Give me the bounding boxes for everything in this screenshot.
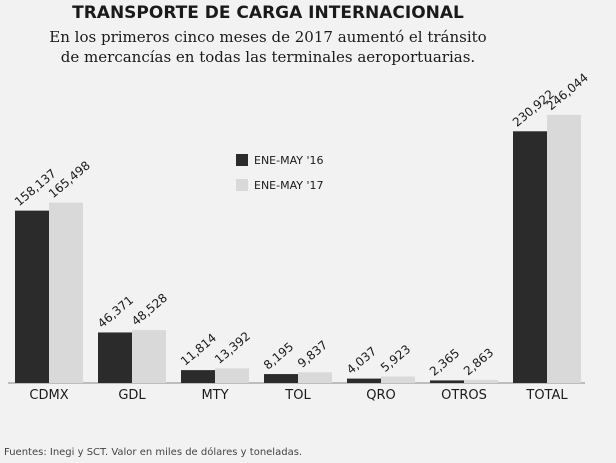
value-label: 2,863 xyxy=(461,345,496,378)
bar xyxy=(513,131,547,383)
source: Fuentes: Inegi y SCT. Valor en miles de … xyxy=(4,446,302,458)
x-tick-label: QRO xyxy=(366,388,396,403)
bar xyxy=(49,202,83,383)
bar xyxy=(430,380,464,383)
x-tick-label: OTROS xyxy=(441,388,487,403)
x-tick-label: TOL xyxy=(284,388,311,403)
x-tick-label: CDMX xyxy=(29,388,68,403)
legend-label: ENE-MAY '16 xyxy=(254,154,324,167)
chart-title: TRANSPORTE DE CARGA INTERNACIONAL xyxy=(72,3,464,23)
legend-label: ENE-MAY '17 xyxy=(254,179,324,192)
x-tick-label: GDL xyxy=(118,388,146,403)
legend-swatch xyxy=(236,154,248,166)
value-label: 48,528 xyxy=(129,291,170,329)
x-tick-label: MTY xyxy=(201,388,228,403)
subtitle: En los primeros cinco meses de 2017 aume… xyxy=(49,28,486,46)
bar xyxy=(98,332,132,383)
bar xyxy=(381,376,415,383)
value-label: 4,037 xyxy=(344,344,379,377)
bar xyxy=(15,210,49,383)
legend-swatch xyxy=(236,179,248,191)
bar xyxy=(264,374,298,383)
bar xyxy=(547,114,581,383)
value-label: 5,923 xyxy=(378,342,413,375)
x-tick-label: TOTAL xyxy=(525,388,568,403)
value-label: 2,365 xyxy=(427,346,462,379)
bar xyxy=(132,330,166,383)
bar xyxy=(347,378,381,383)
value-label: 46,371 xyxy=(95,293,136,331)
bar xyxy=(181,370,215,383)
subtitle: de mercancías en todas las terminales ae… xyxy=(61,48,475,66)
value-label: 11,814 xyxy=(178,331,219,369)
bar xyxy=(464,379,498,383)
value-label: 13,392 xyxy=(212,329,253,367)
value-label: 8,195 xyxy=(261,340,296,373)
bar xyxy=(215,368,249,383)
value-label: 9,837 xyxy=(295,338,330,371)
bar xyxy=(298,372,332,383)
